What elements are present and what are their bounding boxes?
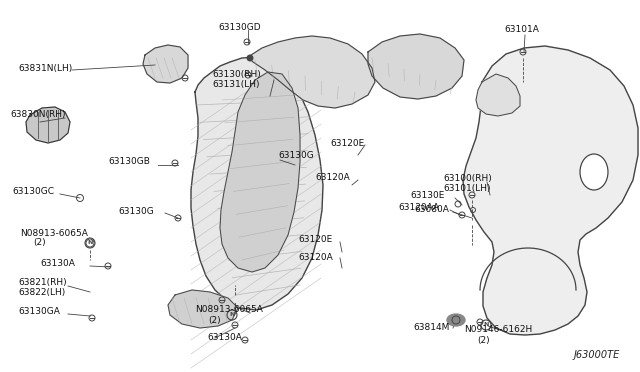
Text: 63821(RH): 63821(RH): [18, 278, 67, 286]
Text: 63130GB: 63130GB: [108, 157, 150, 167]
Ellipse shape: [580, 154, 608, 190]
Polygon shape: [220, 72, 300, 272]
Text: 63130GD: 63130GD: [218, 23, 260, 32]
Ellipse shape: [447, 314, 465, 326]
Text: N08913-6065A: N08913-6065A: [20, 228, 88, 237]
Text: 63130A: 63130A: [207, 333, 242, 341]
Text: N: N: [87, 241, 93, 246]
Text: N: N: [483, 323, 489, 327]
Polygon shape: [463, 46, 638, 335]
Text: 63120E: 63120E: [298, 235, 332, 244]
Text: J63000TE: J63000TE: [573, 350, 620, 360]
Text: 63120E: 63120E: [330, 138, 364, 148]
Text: 63822(LH): 63822(LH): [18, 288, 65, 296]
Text: 63130A: 63130A: [40, 259, 75, 267]
Text: 63131(LH): 63131(LH): [212, 80, 259, 90]
Text: 63080A: 63080A: [414, 205, 449, 215]
Text: 63120A: 63120A: [315, 173, 349, 183]
Polygon shape: [368, 34, 464, 99]
Text: 63814M: 63814M: [413, 324, 449, 333]
Polygon shape: [168, 290, 238, 328]
Text: 63130GC: 63130GC: [12, 187, 54, 196]
Text: 63101(LH): 63101(LH): [443, 183, 490, 192]
Text: (2): (2): [477, 336, 490, 344]
Polygon shape: [26, 107, 70, 143]
Text: 63100(RH): 63100(RH): [443, 173, 492, 183]
Text: 63830N(RH): 63830N(RH): [10, 110, 65, 119]
Text: 63130(RH): 63130(RH): [212, 71, 260, 80]
Text: N: N: [229, 312, 235, 317]
Text: 63101A: 63101A: [504, 26, 539, 35]
Polygon shape: [248, 36, 375, 108]
Text: 63130G: 63130G: [278, 151, 314, 160]
Text: 63130GA: 63130GA: [18, 308, 60, 317]
Text: 63120AA: 63120AA: [398, 202, 439, 212]
Text: 63130E: 63130E: [410, 190, 444, 199]
Text: (2): (2): [33, 238, 45, 247]
Polygon shape: [476, 74, 520, 116]
Circle shape: [247, 55, 253, 61]
Text: 63831N(LH): 63831N(LH): [18, 64, 72, 73]
Polygon shape: [143, 45, 188, 83]
Text: N08913-6065A: N08913-6065A: [195, 305, 263, 314]
Text: 63120A: 63120A: [298, 253, 333, 262]
Text: N09146-6162H: N09146-6162H: [464, 326, 532, 334]
Polygon shape: [191, 57, 323, 310]
Text: 63130G: 63130G: [118, 206, 154, 215]
Text: (2): (2): [208, 315, 221, 324]
